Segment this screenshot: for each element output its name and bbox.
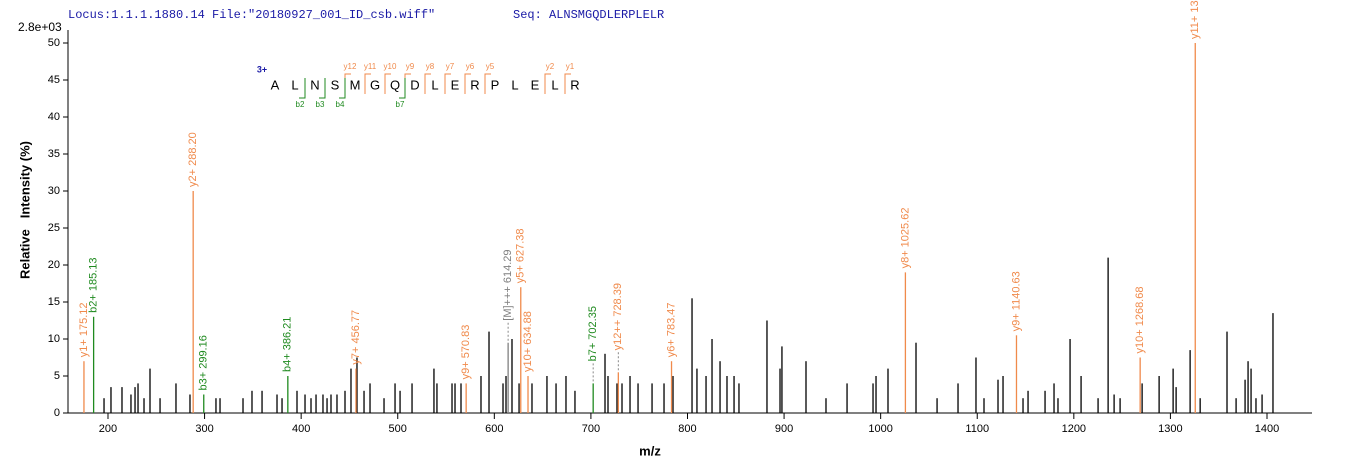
residue: L (291, 77, 298, 92)
x-tick-label: 800 (678, 423, 696, 435)
residue: E (531, 77, 540, 92)
residue: R (470, 77, 479, 92)
y-ion-break (564, 73, 571, 94)
peak-label: y9+ 1140.63 (1010, 271, 1022, 331)
peak-label: y9+ 570.83 (460, 325, 472, 380)
residue: G (370, 77, 380, 92)
y-ion-break (464, 73, 471, 94)
peak-label: y10+ 634.88 (522, 311, 534, 372)
peak-label: y11+ 1325.72 (1189, 0, 1201, 39)
y-ion-label: y2 (546, 62, 555, 71)
residue: D (410, 77, 419, 92)
peak-label: y1+ 175.12 (78, 302, 90, 357)
peak-label: [M]+++ 614.29 (502, 249, 514, 320)
x-tick-label: 300 (195, 423, 213, 435)
sequence-title: Seq: ALNSMGQDLERPLELR (513, 8, 664, 22)
peak-label: b2+ 185.13 (88, 257, 100, 312)
y-ion-label: y1 (566, 62, 575, 71)
y-scale-label: 2.8e+03 (18, 20, 62, 34)
x-axis-label: m/z (639, 443, 661, 458)
y-tick-label: 35 (48, 148, 60, 160)
y-ion-label: y11 (364, 62, 377, 71)
y-ion-break (484, 73, 491, 94)
y-ion-label: y7 (446, 62, 455, 71)
y-tick-label: 5 (54, 370, 60, 382)
y-ion-label: y5 (486, 62, 495, 71)
x-tick-label: 1000 (868, 423, 892, 435)
b-ion-break (299, 78, 306, 99)
residue: S (331, 77, 340, 92)
x-tick-label: 700 (582, 423, 600, 435)
x-tick-label: 200 (99, 423, 117, 435)
y-tick-label: 40 (48, 111, 60, 123)
y-ion-label: y9 (406, 62, 415, 71)
b-ion-break (319, 78, 326, 99)
y-ion-break (424, 73, 431, 94)
peak-label: y8+ 1025.62 (899, 208, 911, 269)
y-ion-break (544, 73, 551, 94)
residue: L (431, 77, 438, 92)
residue: E (451, 77, 460, 92)
x-tick-label: 500 (389, 423, 407, 435)
b-ion-label: b4 (336, 100, 345, 109)
x-tick-label: 600 (485, 423, 503, 435)
residue: M (350, 77, 361, 92)
y-tick-label: 20 (48, 259, 60, 271)
b-ion-label: b2 (296, 100, 305, 109)
x-tick-label: 1200 (1062, 423, 1086, 435)
x-tick-label: 400 (292, 423, 310, 435)
peak-label: b3+ 299.16 (198, 335, 210, 390)
y-ion-label: y10 (384, 62, 397, 71)
y-tick-label: 10 (48, 333, 60, 345)
peak-label: b4+ 386.21 (282, 317, 294, 372)
y-tick-label: 45 (48, 74, 60, 86)
precursor-charge: 3+ (257, 64, 267, 74)
chart-title: Locus:1.1.1.1880.14 File:"20180927_001_I… (68, 8, 435, 22)
y-ion-label: y6 (466, 62, 475, 71)
peak-label: b7+ 702.35 (587, 306, 599, 361)
x-tick-label: 1400 (1255, 423, 1279, 435)
y-tick-label: 30 (48, 185, 60, 197)
x-tick-label: 900 (775, 423, 793, 435)
y-axis-label: Relative Intensity (%) (17, 141, 32, 279)
x-tick-label: 1100 (965, 423, 989, 435)
peak-label: y6+ 783.47 (665, 302, 677, 357)
residue: P (491, 77, 500, 92)
y-ion-break (364, 73, 371, 94)
peak-label: y12++ 728.39 (612, 283, 624, 350)
y-tick-label: 25 (48, 222, 60, 234)
residue: N (310, 77, 319, 92)
peak-label: y10+ 1268.68 (1134, 287, 1146, 354)
y-ion-break (384, 73, 391, 94)
y-ion-label: y12 (344, 62, 357, 71)
x-tick-label: 1300 (1158, 423, 1182, 435)
residue: Q (390, 77, 400, 92)
residue: L (551, 77, 558, 92)
peak-label: y7+ 456.77 (350, 310, 362, 365)
b-ion-label: b3 (316, 100, 325, 109)
b-ion-break (339, 78, 346, 99)
peak-label: y2+ 288.20 (187, 132, 199, 187)
y-ion-break (444, 73, 451, 94)
y-tick-label: 50 (48, 37, 60, 49)
b-ion-break (399, 78, 406, 99)
y-tick-label: 0 (54, 407, 60, 419)
b-ion-label: b7 (396, 100, 405, 109)
residue: R (570, 77, 579, 92)
peak-label: y5+ 627.38 (515, 228, 527, 283)
residue: L (511, 77, 518, 92)
residue: A (271, 77, 280, 92)
y-ion-label: y8 (426, 62, 435, 71)
y-tick-label: 15 (48, 296, 60, 308)
